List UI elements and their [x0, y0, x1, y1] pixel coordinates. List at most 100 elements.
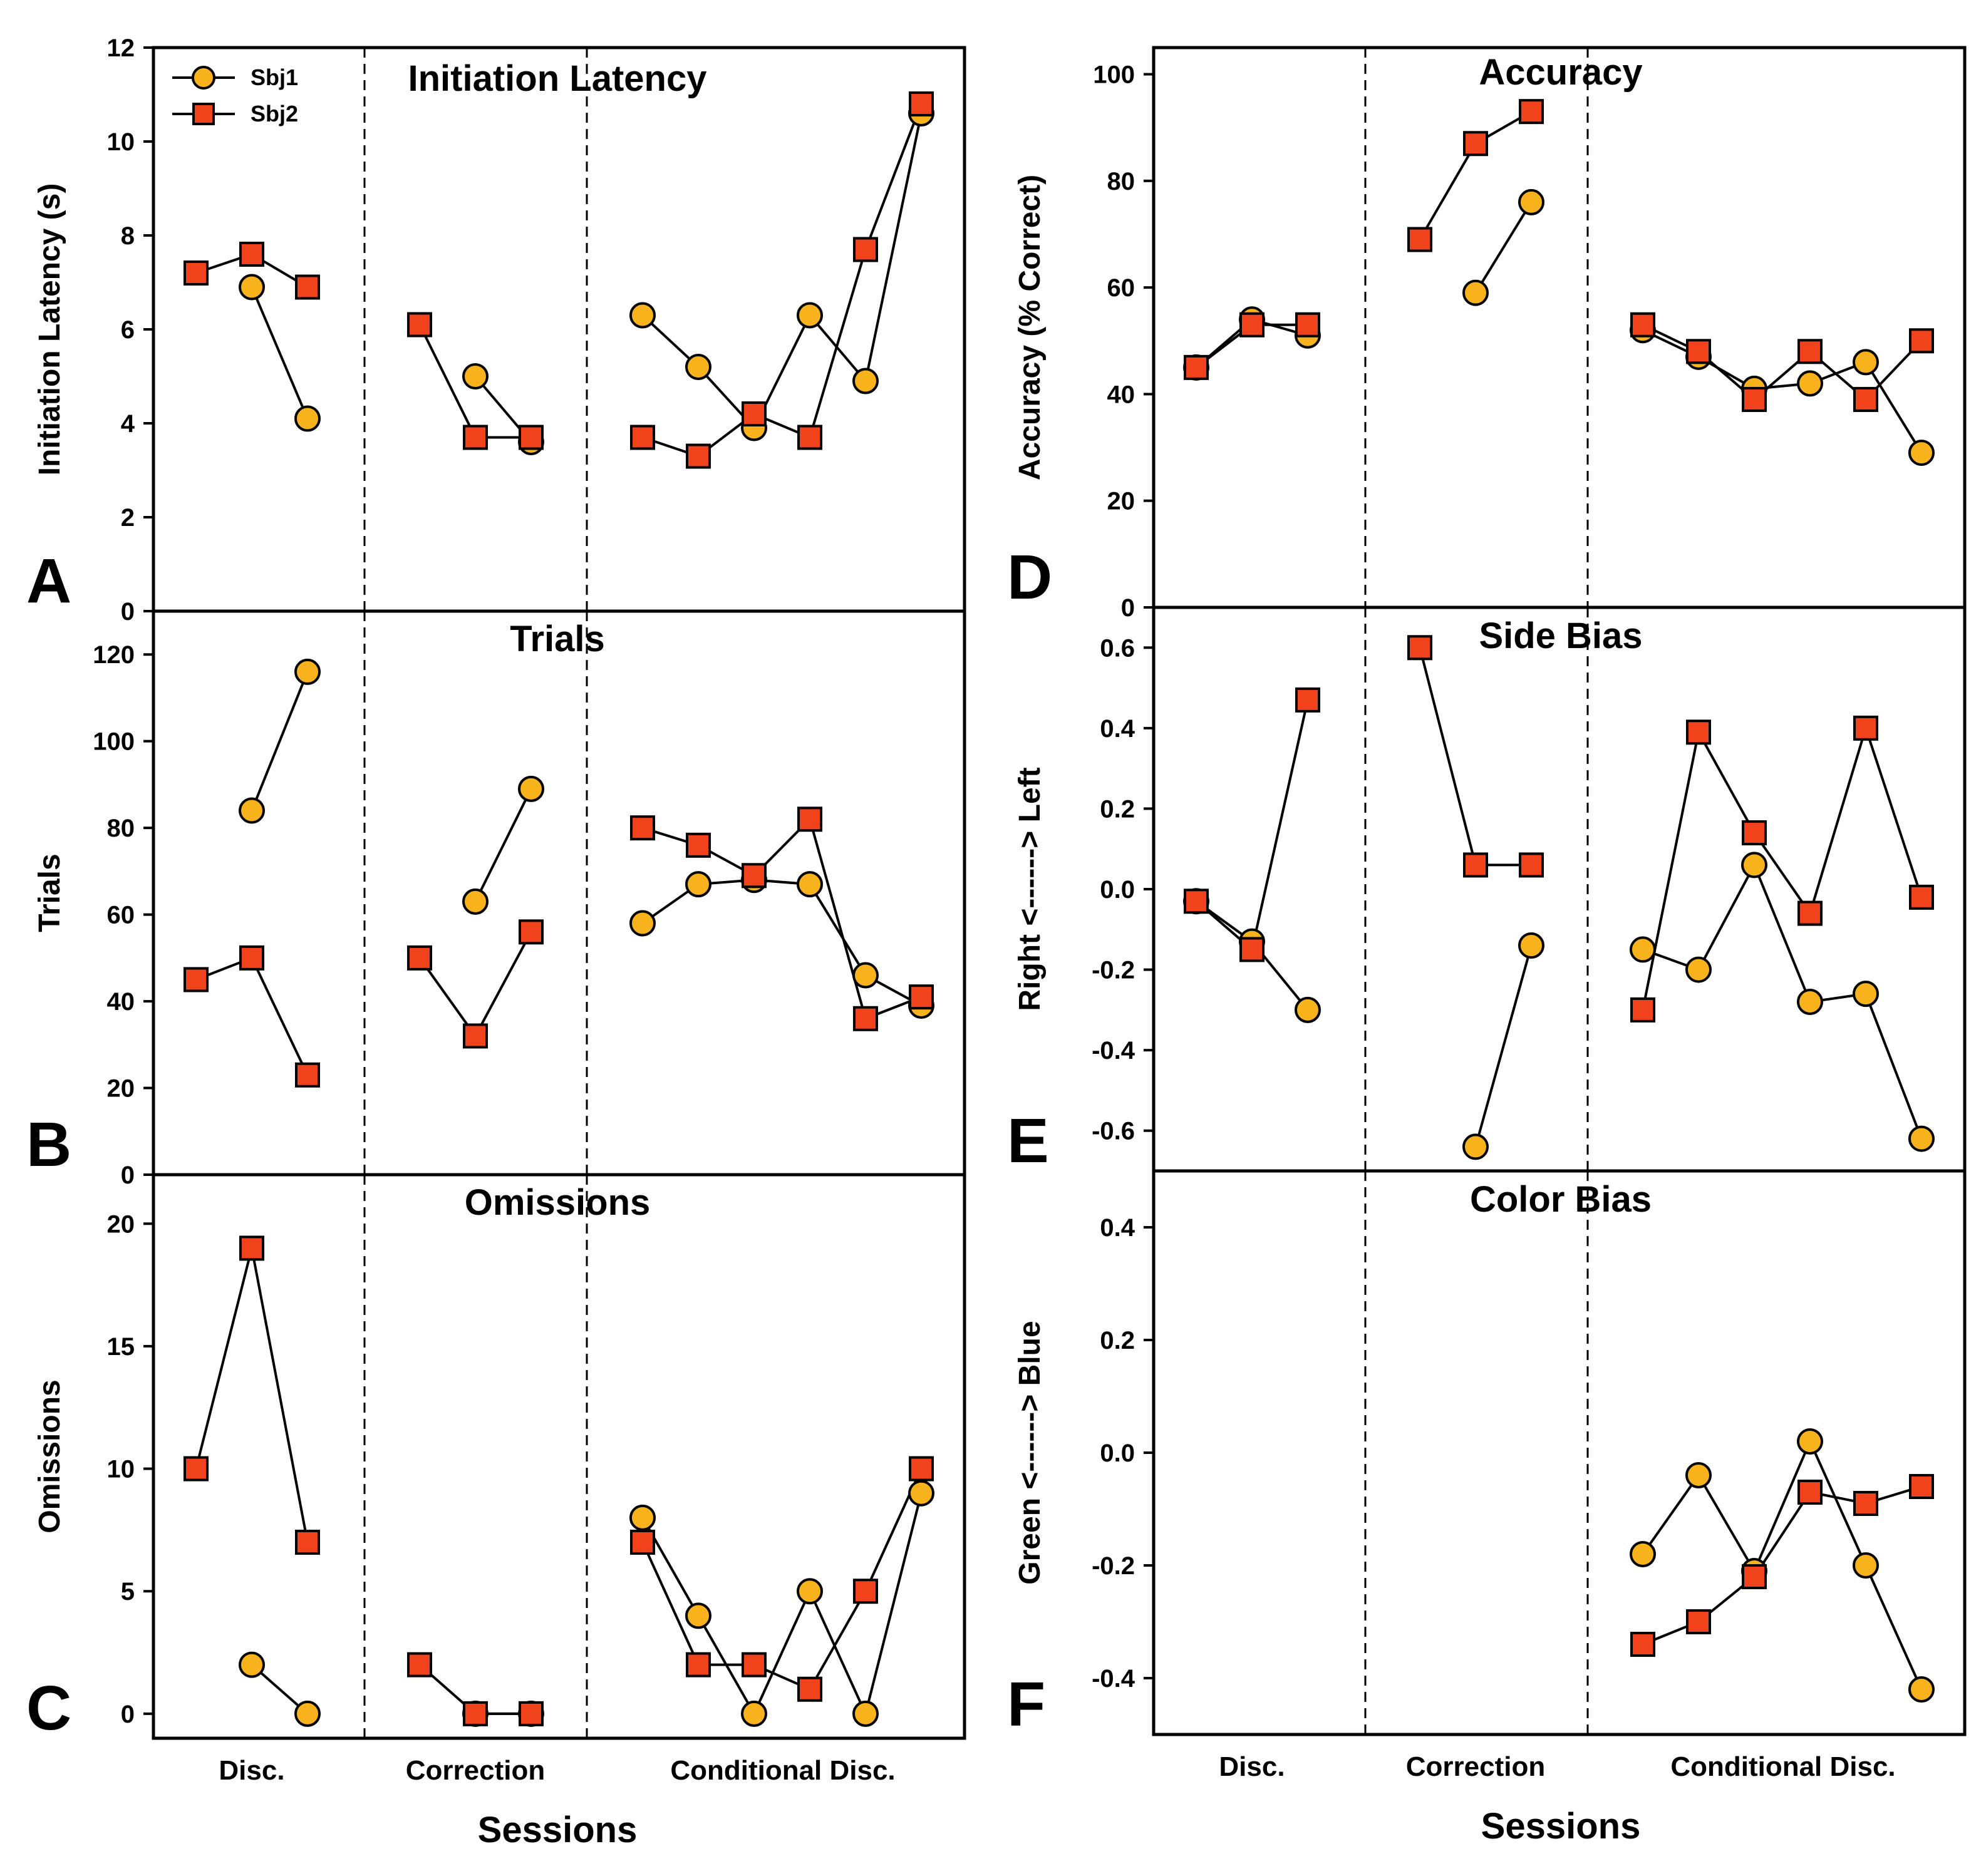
series-lines: [1195, 110, 1923, 454]
y-tick-label: 60: [107, 902, 135, 929]
data-point-sbj2: [686, 832, 711, 858]
data-point-sbj1: [685, 1602, 711, 1629]
y-axis-title: Omissions: [33, 1379, 66, 1533]
y-tick-label: 80: [107, 815, 135, 842]
series-line-sbj1: [641, 113, 923, 431]
data-point-sbj2: [686, 443, 711, 469]
y-tick-label: 0.6: [1100, 634, 1135, 662]
y-tick-label: 20: [107, 1075, 135, 1103]
data-point-sbj1: [1853, 981, 1879, 1008]
data-point-sbj2: [184, 260, 209, 286]
data-point-sbj2: [909, 984, 934, 1010]
data-point-sbj1: [462, 363, 489, 389]
data-point-sbj1: [1797, 370, 1823, 397]
data-point-sbj1: [1630, 1541, 1656, 1567]
data-point-sbj2: [239, 1235, 264, 1261]
data-point-sbj1: [629, 302, 656, 329]
panel-frame: [1152, 1169, 1967, 1736]
y-tick-label: 4: [121, 410, 135, 438]
y-tick-label: 120: [93, 641, 135, 669]
data-point-sbj2: [407, 1652, 432, 1678]
y-tick-label: 2: [121, 504, 135, 532]
data-point-sbj2: [407, 312, 432, 338]
y-tick-label: -0.2: [1092, 957, 1135, 984]
legend-label-sbj2: Sbj2: [251, 101, 298, 126]
y-tick-label: 20: [1107, 488, 1135, 515]
data-point-sbj2: [909, 1456, 934, 1482]
data-point-sbj2: [797, 425, 822, 450]
data-point-sbj2: [797, 807, 822, 832]
series-line-sbj2: [195, 1247, 309, 1543]
data-point-sbj1: [741, 1700, 767, 1727]
data-point-sbj2: [1909, 328, 1934, 354]
panel-e: -0.6 -0.4 -0.2 0.0 0.2 0.4 0.6 Right <------> L…: [1007, 606, 1967, 1176]
series-line-sbj1: [1642, 1438, 1923, 1690]
data-point-sbj1: [239, 274, 265, 301]
y-tick-label: 0.4: [1100, 715, 1135, 743]
series-line-sbj2: [1419, 110, 1532, 240]
data-point-sbj2: [1407, 227, 1432, 252]
data-point-sbj2: [686, 1652, 711, 1678]
y-tick-label: 0: [1121, 594, 1135, 622]
x-axis-title: Sessions: [478, 1810, 638, 1850]
series-line-sbj2: [642, 817, 922, 1021]
data-point-sbj1: [685, 871, 711, 898]
data-point-sbj2: [1686, 719, 1711, 745]
panel-title: Trials: [510, 619, 605, 659]
data-point-sbj2: [184, 967, 209, 992]
y-tick-label: 80: [1107, 168, 1135, 195]
series-line-sbj2: [642, 103, 923, 458]
data-point-sbj2: [853, 237, 878, 262]
y-tick-label: 0.0: [1100, 876, 1135, 904]
panel-d: 0 20 40 60 80 100 Accuracy (% Correct) Accuracy…: [1007, 46, 1967, 622]
data-point-sbj2: [184, 1456, 209, 1482]
panel-title: Initiation Latency: [408, 58, 707, 99]
data-point-sbj1: [797, 302, 823, 329]
series-line-sbj2: [418, 931, 532, 1039]
data-point-sbj1: [1685, 956, 1712, 983]
y-tick-label: 100: [1093, 61, 1135, 89]
panel-letter: A: [26, 546, 71, 616]
data-point-sbj2: [1295, 312, 1320, 338]
data-point-sbj1: [852, 368, 879, 394]
series-line-sbj1: [641, 879, 922, 1007]
data-point-sbj1: [797, 1578, 823, 1605]
data-point-sbj2: [1686, 1609, 1711, 1634]
data-point-sbj1: [1797, 989, 1823, 1015]
data-point-sbj2: [463, 1701, 488, 1726]
data-point-sbj2: [519, 425, 544, 450]
data-point-sbj1: [462, 888, 489, 915]
data-point-sbj1: [908, 1480, 934, 1507]
data-point-sbj2: [1184, 889, 1209, 914]
data-point-sbj2: [909, 91, 934, 116]
data-point-sbj2: [1519, 852, 1544, 878]
data-point-sbj2: [630, 425, 655, 450]
data-point-sbj2: [519, 919, 544, 945]
data-point-sbj1: [1853, 349, 1879, 376]
series-line-sbj2: [1642, 323, 1923, 401]
data-point-sbj2: [1909, 884, 1934, 910]
y-axis-title: Right <------> Left: [1013, 767, 1047, 1011]
y-tick-label: -0.6: [1092, 1118, 1135, 1145]
series-lines: [195, 1247, 923, 1718]
y-axis-title: Green <------> Blue: [1013, 1321, 1047, 1584]
panel-a: 0 2 4 6 8 10 12 Initiation Latency (s) Initiatio…: [26, 34, 966, 626]
panel-letter: D: [1007, 542, 1052, 612]
series-line-sbj1: [641, 1493, 923, 1718]
data-point-sbj2: [1797, 339, 1823, 364]
data-point-sbj1: [1908, 440, 1935, 466]
series-markers: [184, 658, 934, 1088]
data-point-sbj1: [1908, 1125, 1935, 1152]
panel-frame: [152, 1173, 966, 1740]
data-point-sbj2: [1742, 386, 1767, 412]
y-tick-label: 10: [107, 1456, 135, 1483]
data-point-sbj1: [1462, 279, 1489, 306]
data-point-sbj2: [295, 1529, 320, 1555]
category-label: Disc.: [219, 1755, 284, 1786]
data-point-sbj2: [1742, 820, 1767, 845]
data-point-sbj2: [1295, 687, 1320, 713]
data-point-sbj1: [1462, 1133, 1489, 1160]
series-markers: [1630, 1428, 1935, 1703]
category-label: Disc.: [1219, 1751, 1285, 1782]
